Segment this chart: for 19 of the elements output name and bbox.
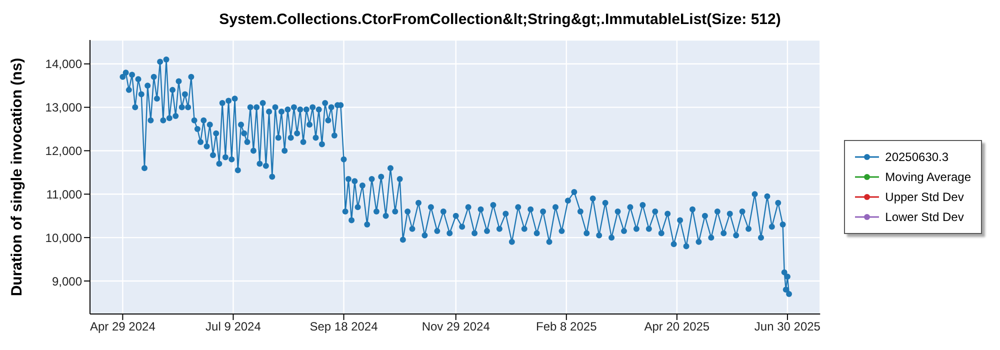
x-tick-label: Jul 9 2024 (206, 320, 262, 334)
y-axis-title: Duration of single invocation (ns) (8, 58, 26, 296)
legend-label: 20250630.3 (885, 150, 949, 164)
legend-label: Lower Std Dev (885, 210, 964, 224)
y-tick-label: 11,000 (46, 187, 82, 202)
y-tick-label: 12,000 (45, 144, 82, 158)
y-tick-label: 14,000 (45, 57, 82, 72)
x-tick-label: Nov 29 2024 (422, 320, 490, 334)
x-tick-label: Apr 20 2025 (644, 320, 710, 334)
x-tick-label: Jun 30 2025 (754, 320, 821, 334)
legend-label: Upper Std Dev (885, 190, 964, 204)
x-tick-label: Apr 29 2024 (90, 320, 156, 334)
legend-label: Moving Average (885, 170, 971, 184)
chart-title: System.Collections.CtorFromCollection&lt;String&gt;.ImmutableList(Size: 512) (218, 10, 782, 30)
y-tick-label: 9,000 (52, 274, 82, 288)
x-tick-label: Sep 18 2024 (310, 320, 378, 334)
x-tick-label: Feb 8 2025 (536, 320, 598, 334)
y-tick-label: 13,000 (45, 100, 82, 115)
y-tick-label: 10,000 (45, 230, 82, 245)
